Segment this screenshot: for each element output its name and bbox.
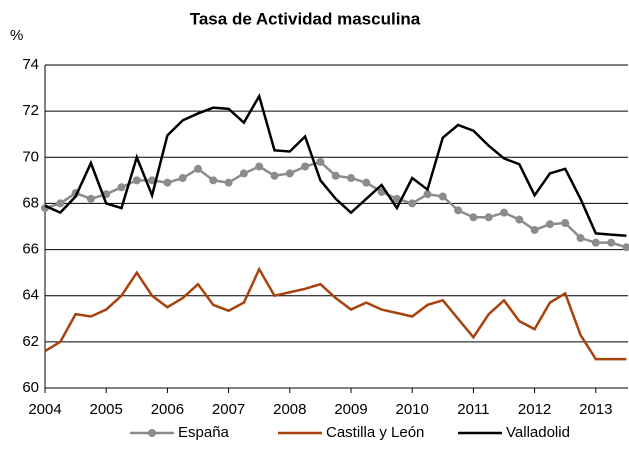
series-marker bbox=[194, 164, 202, 173]
series-marker bbox=[576, 234, 585, 243]
series-marker bbox=[224, 178, 233, 187]
series-marker bbox=[362, 178, 371, 187]
x-tick-label: 2010 bbox=[396, 401, 429, 418]
series-marker bbox=[530, 225, 539, 234]
y-tick-label: 74 bbox=[22, 56, 39, 73]
y-axis-label: % bbox=[10, 27, 23, 44]
series-marker bbox=[117, 183, 126, 192]
series-marker bbox=[438, 192, 447, 201]
series-marker bbox=[484, 213, 493, 222]
series-line bbox=[44, 92, 627, 237]
series-marker bbox=[316, 157, 325, 166]
series-marker bbox=[515, 215, 524, 224]
series-marker bbox=[163, 178, 172, 187]
x-tick-label: 2009 bbox=[334, 401, 367, 418]
series-marker bbox=[331, 171, 340, 180]
series-marker bbox=[255, 162, 264, 171]
y-tick-label: 62 bbox=[22, 333, 39, 350]
series-line bbox=[44, 266, 627, 361]
series-marker bbox=[622, 243, 629, 252]
y-tick-label: 68 bbox=[22, 194, 39, 211]
series-marker bbox=[545, 220, 554, 229]
x-tick-label: 2004 bbox=[28, 401, 61, 418]
series-marker bbox=[454, 206, 463, 215]
x-tick-label: 2008 bbox=[273, 401, 306, 418]
series-marker bbox=[56, 199, 65, 208]
x-tick-label: 2006 bbox=[151, 401, 184, 418]
y-tick-label: 64 bbox=[22, 287, 39, 304]
x-tick-label: 2012 bbox=[518, 401, 551, 418]
y-tick-label: 66 bbox=[22, 241, 39, 258]
series-marker bbox=[591, 238, 600, 247]
series-marker bbox=[347, 174, 355, 183]
series-marker bbox=[86, 194, 95, 203]
x-tick-label: 2011 bbox=[457, 401, 489, 418]
series-marker bbox=[148, 176, 157, 185]
series-marker bbox=[270, 171, 279, 180]
y-tick-label: 60 bbox=[22, 379, 39, 396]
series-marker bbox=[301, 162, 310, 171]
series-marker bbox=[392, 194, 401, 203]
legend-marker bbox=[148, 429, 156, 437]
series-marker bbox=[209, 176, 218, 185]
y-tick-label: 70 bbox=[22, 148, 39, 165]
series-marker bbox=[500, 208, 508, 217]
series-marker bbox=[408, 199, 417, 208]
series-marker bbox=[561, 219, 570, 228]
series-marker bbox=[423, 190, 432, 199]
series-marker bbox=[239, 169, 248, 178]
series-marker bbox=[469, 213, 478, 222]
series-marker bbox=[178, 174, 187, 183]
x-tick-label: 2013 bbox=[579, 401, 612, 418]
legend-label: España bbox=[178, 424, 230, 441]
series-marker bbox=[607, 238, 616, 247]
chart-title: Tasa de Actividad masculina bbox=[190, 9, 421, 28]
series-marker bbox=[285, 169, 294, 178]
x-tick-label: 2005 bbox=[90, 401, 123, 418]
legend-label: Castilla y León bbox=[326, 424, 424, 441]
x-tick-label: 2007 bbox=[212, 401, 245, 418]
series-marker bbox=[132, 176, 141, 185]
y-tick-label: 72 bbox=[22, 102, 39, 119]
legend-label: Valladolid bbox=[506, 424, 570, 441]
